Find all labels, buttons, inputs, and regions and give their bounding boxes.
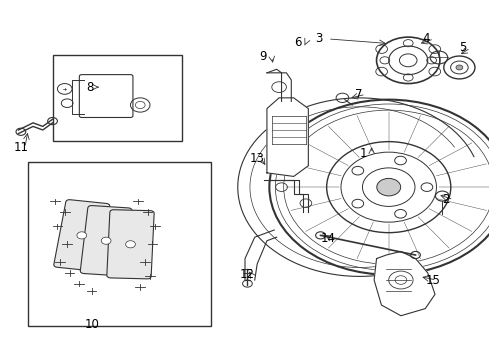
Text: 9: 9 (260, 50, 267, 63)
Circle shape (125, 241, 135, 248)
FancyBboxPatch shape (54, 200, 110, 271)
Text: 4: 4 (423, 32, 430, 45)
Circle shape (377, 179, 401, 196)
Circle shape (101, 237, 111, 244)
Text: 7: 7 (355, 88, 362, 101)
Circle shape (456, 65, 463, 70)
Text: 1: 1 (360, 147, 367, 160)
Text: 11: 11 (14, 141, 28, 154)
Text: 2: 2 (442, 193, 450, 206)
Circle shape (77, 232, 87, 239)
FancyBboxPatch shape (80, 206, 132, 276)
FancyBboxPatch shape (107, 210, 154, 279)
Text: 14: 14 (320, 233, 336, 246)
Polygon shape (267, 98, 308, 176)
Bar (28, 162, 211, 327)
Bar (52, 55, 182, 141)
Text: 15: 15 (425, 274, 440, 287)
Text: 8: 8 (87, 81, 94, 94)
FancyBboxPatch shape (79, 75, 133, 117)
Text: 13: 13 (250, 152, 265, 165)
Text: 5: 5 (460, 41, 467, 54)
Text: 10: 10 (84, 318, 99, 331)
Text: 3: 3 (316, 32, 323, 45)
Text: 6: 6 (294, 36, 301, 49)
Polygon shape (374, 251, 435, 316)
Text: 12: 12 (240, 268, 255, 281)
